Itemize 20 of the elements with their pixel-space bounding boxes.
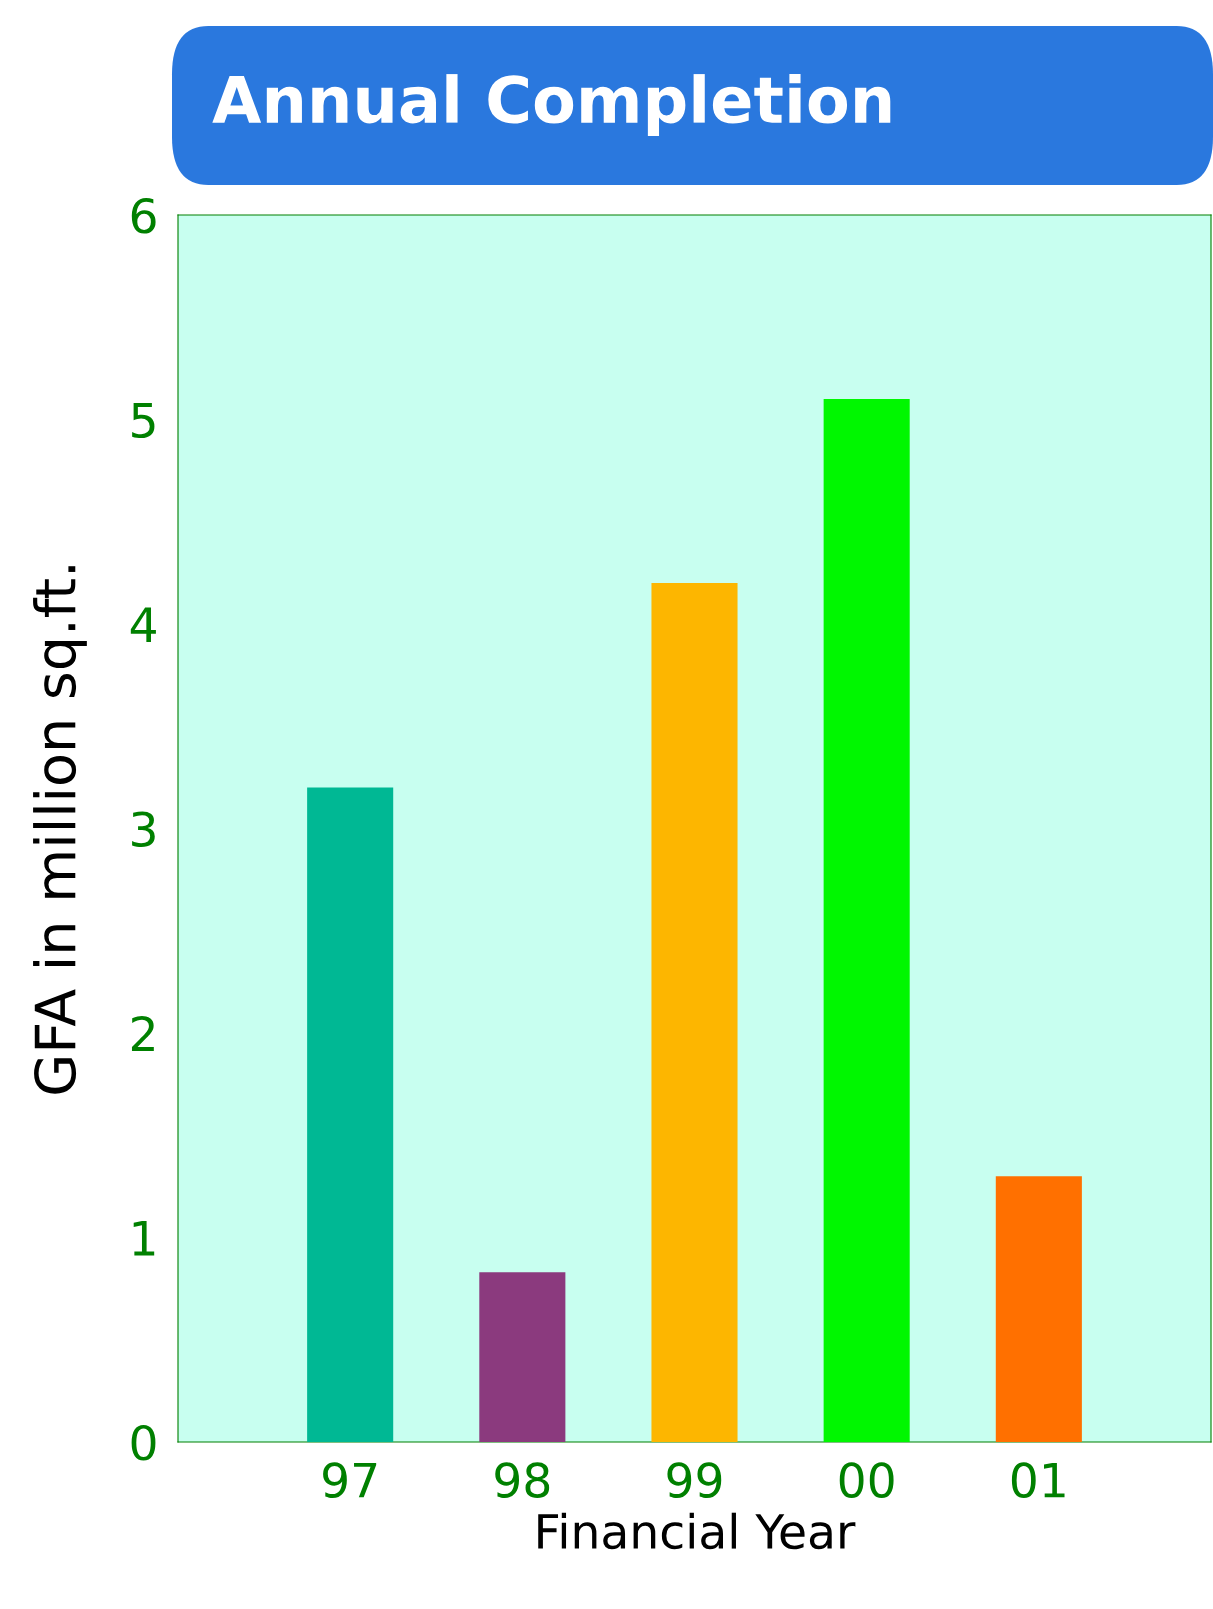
y-tick-label: 3 <box>132 811 155 848</box>
bar <box>823 399 910 1442</box>
bar <box>479 1272 566 1442</box>
y-tick-label: 0 <box>131 1424 156 1461</box>
x-tick-label: 01 <box>1011 1462 1065 1498</box>
y-tick-label: 5 <box>132 403 155 439</box>
x-axis-title: Financial Year <box>538 1512 856 1550</box>
bar <box>651 583 738 1442</box>
y-axis-title: GFA in million sq.ft. <box>33 566 87 1094</box>
bar <box>307 787 394 1442</box>
y-tick-label: 2 <box>131 1015 154 1051</box>
bar <box>995 1176 1082 1442</box>
x-tick-label: 00 <box>839 1462 894 1498</box>
x-tick-label: 98 <box>495 1462 550 1498</box>
chart-title: Annual Completion <box>212 74 891 136</box>
y-tick-label: 6 <box>131 197 156 234</box>
y-tick-label: 1 <box>133 1221 155 1256</box>
x-tick-label: 97 <box>323 1462 377 1498</box>
x-tick-label: 99 <box>667 1462 722 1498</box>
y-tick-label: 4 <box>130 607 156 642</box>
